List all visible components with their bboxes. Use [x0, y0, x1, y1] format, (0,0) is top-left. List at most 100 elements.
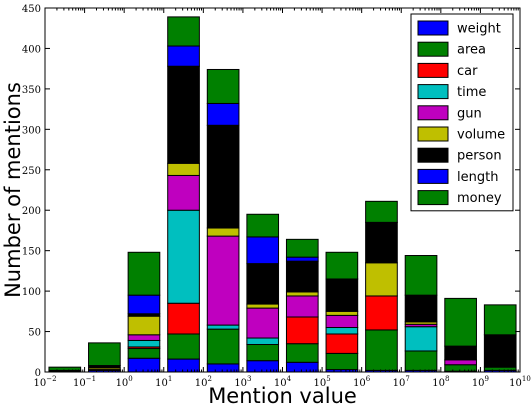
- y-tick-label: 300: [22, 125, 41, 136]
- x-tick-label: 106: [353, 375, 371, 389]
- y-tick-label: 200: [22, 206, 41, 217]
- legend-label-area: area: [457, 43, 486, 58]
- x-tick-label: 101: [155, 375, 172, 389]
- bar-segment-volume-4: [206, 227, 240, 237]
- bar-segment-money-5: [246, 213, 280, 238]
- y-tick-label: 350: [22, 85, 41, 96]
- bar-segment-length-5: [246, 236, 280, 265]
- bar-segment-money-2: [127, 251, 161, 296]
- bar-segment-length-3: [167, 45, 200, 67]
- bar-segment-area-3: [167, 333, 200, 360]
- x-tick-label: 10−2: [33, 375, 56, 389]
- x-axis-label: Mention value: [208, 384, 357, 408]
- legend-swatch-volume: [417, 126, 449, 142]
- axis-ticks: [44, 7, 521, 373]
- y-tick-label: 400: [22, 44, 41, 55]
- bar-segment-money-9: [404, 255, 438, 296]
- bar-segment-area-8: [365, 329, 398, 371]
- bar-segment-car-7: [325, 333, 359, 354]
- bar-segment-car-8: [365, 295, 398, 331]
- bar-segment-person-4: [206, 124, 240, 229]
- legend-swatch-length: [417, 168, 449, 184]
- legend-swatch-car: [417, 62, 449, 78]
- legend-swatch-person: [417, 147, 449, 163]
- bar-segment-money-6: [285, 238, 319, 258]
- legend-label-weight: weight: [457, 22, 501, 37]
- x-tick-label: 105: [313, 375, 330, 389]
- bar-segment-money-8: [365, 200, 398, 223]
- bar-segment-area-4: [206, 328, 240, 365]
- legend-label-car: car: [457, 64, 478, 79]
- bar-segment-time-7: [325, 327, 359, 335]
- legend-swatch-area: [417, 41, 449, 57]
- x-tick-label: 10−1: [73, 375, 96, 389]
- bar-segment-volume-2: [127, 315, 161, 336]
- y-tick-label: 150: [22, 247, 41, 258]
- bar-segment-area-6: [285, 343, 319, 363]
- bar-segment-time-9: [404, 326, 438, 352]
- bar-segment-volume-3: [167, 162, 200, 176]
- y-tick-label: 100: [22, 287, 41, 298]
- bar-segment-person-11: [483, 334, 517, 368]
- x-tick-label: 104: [274, 375, 292, 389]
- y-tick-labels: 0 50 100 150 200 250 300 350 400 450: [22, 4, 41, 379]
- bar-segment-gun-2: [127, 334, 161, 341]
- legend-swatch-weight: [417, 20, 449, 36]
- bar-segment-car-6: [285, 316, 319, 345]
- legend: weight area car time gun volume person length mo…: [410, 13, 514, 212]
- bar-segment-person-3: [167, 65, 200, 164]
- x-tick-label: 107: [393, 375, 410, 389]
- bar-segment-gun-3: [167, 174, 200, 211]
- bar-segment-person-6: [285, 260, 319, 293]
- bar-segment-area-7: [325, 352, 359, 371]
- bar-segment-time-2: [127, 339, 161, 348]
- bar-segment-money-0: [48, 366, 82, 371]
- bar-segment-time-5: [246, 337, 280, 345]
- legend-label-money: money: [457, 191, 502, 206]
- legend-swatch-time: [417, 84, 449, 100]
- bar-segment-area-9: [404, 350, 438, 371]
- y-tick-label: 250: [22, 166, 41, 177]
- x-tick-label: 1010: [509, 375, 531, 389]
- bar-segment-person-7: [325, 278, 359, 312]
- x-tick-label: 102: [195, 375, 212, 389]
- bar-segment-gun-6: [285, 295, 319, 318]
- y-axis-label: Number of mentions: [1, 82, 25, 298]
- x-tick-label: 108: [432, 375, 449, 389]
- bar-segment-person-8: [365, 221, 398, 264]
- x-tick-label: 103: [234, 375, 251, 389]
- bar-segment-person-9: [404, 294, 438, 323]
- bar-segment-car-3: [167, 302, 200, 335]
- bar-segment-person-10: [444, 345, 477, 361]
- bar-segment-gun-4: [206, 235, 240, 326]
- bar-segment-gun-7: [325, 314, 359, 329]
- y-tick-label: 50: [28, 328, 41, 339]
- legend-swatch-gun: [417, 105, 449, 121]
- legend-label-gun: gun: [457, 106, 482, 121]
- bar-segment-time-3: [167, 209, 200, 304]
- bar-segment-money-3: [167, 16, 200, 47]
- legend-swatch-money: [417, 190, 449, 206]
- bar-segment-volume-8: [365, 262, 398, 297]
- bar-segment-area-2: [127, 348, 161, 359]
- bar-segment-gun-5: [246, 307, 280, 339]
- y-tick-label: 450: [22, 4, 41, 15]
- bar-segment-volume-6: [285, 291, 319, 297]
- legend-label-person: person: [457, 149, 502, 164]
- bar-segment-money-1: [88, 342, 121, 367]
- legend-label-volume: volume: [457, 128, 505, 143]
- bar-segment-area-5: [246, 343, 280, 362]
- x-tick-label: 109: [472, 375, 489, 389]
- bar-segment-volume-5: [246, 303, 280, 309]
- bar-segment-money-7: [325, 251, 359, 280]
- bar-segment-money-4: [206, 68, 240, 104]
- legend-label-length: length: [457, 170, 498, 185]
- bar-segment-length-4: [206, 102, 240, 126]
- bar-segment-money-10: [444, 297, 477, 347]
- bar-segment-person-5: [246, 263, 280, 305]
- bar-segment-time-4: [206, 324, 240, 330]
- bar-segment-length-2: [127, 294, 161, 315]
- bars-layer: [48, 16, 517, 373]
- y-tick-label: 0: [35, 368, 41, 379]
